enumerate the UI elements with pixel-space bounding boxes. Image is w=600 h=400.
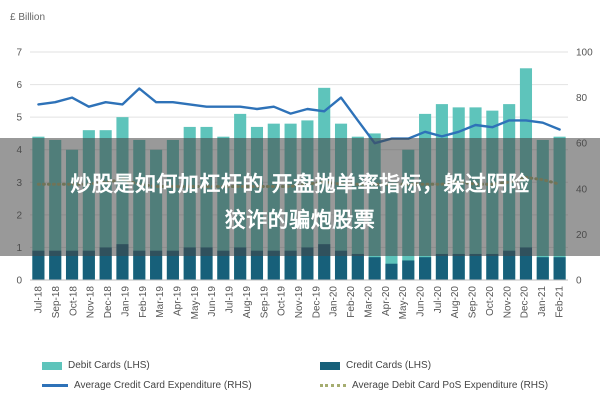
left-tick-label-5: 5: [16, 113, 22, 124]
x-tick-label-Jul-19: Jul-19: [225, 286, 236, 314]
legend-label-credit-cards: Credit Cards (LHS): [346, 360, 432, 371]
x-tick-label-Jan-20: Jan-20: [329, 286, 340, 317]
x-tick-label-Feb-21: Feb-21: [554, 286, 565, 318]
legend-swatch-avg-credit-expenditure: [42, 384, 68, 387]
legend-label-debit-cards: Debit Cards (LHS): [68, 360, 150, 371]
x-tick-label-May-19: May-19: [190, 286, 201, 320]
credit-bar-Jul-20: [435, 253, 448, 280]
x-tick-label-Dec-18: Dec-18: [103, 286, 114, 319]
legend-item-avg-credit-expenditure: Average Credit Card Expenditure (RHS): [42, 380, 252, 391]
credit-bar-Jun-19: [217, 250, 230, 280]
credit-bar-Jun-20: [419, 257, 432, 280]
credit-bar-Feb-19: [150, 250, 163, 280]
left-tick-label-0: 0: [16, 276, 22, 287]
right-tick-label-0: 0: [576, 276, 582, 287]
credit-bar-Feb-21: [553, 257, 566, 280]
legend-item-debit-cards: Debit Cards (LHS): [42, 360, 150, 371]
x-tick-label-Feb-20: Feb-20: [346, 286, 357, 318]
right-tick-label-4: 80: [576, 93, 588, 104]
x-tick-label-Aug-19: Aug-19: [242, 286, 253, 319]
credit-bar-Sep-20: [469, 253, 482, 280]
x-tick-label-Nov-19: Nov-19: [294, 286, 305, 319]
x-tick-label-Jun-20: Jun-20: [415, 286, 426, 317]
x-tick-label-Jan-19: Jan-19: [120, 286, 131, 317]
left-axis-unit-label: £ Billion: [10, 12, 45, 23]
right-tick-label-5: 100: [576, 48, 593, 59]
x-tick-label-Mar-19: Mar-19: [155, 286, 166, 318]
x-tick-label-Oct-19: Oct-19: [277, 286, 288, 316]
credit-bar-Jan-19: [133, 250, 146, 280]
x-tick-label-Oct-18: Oct-18: [68, 286, 79, 316]
ad-overlay-banner[interactable]: 炒股是如何加杠杆的 开盘抛单率指标，躲过阴险 狡诈的骗炮股票: [0, 138, 600, 256]
legend-item-avg-debit-pos-expenditure: Average Debit Card PoS Expenditure (RHS): [320, 380, 548, 391]
legend-label-avg-debit-pos-expenditure: Average Debit Card PoS Expenditure (RHS): [352, 380, 549, 391]
x-tick-label-Mar-20: Mar-20: [363, 286, 374, 318]
left-tick-label-7: 7: [16, 48, 22, 59]
credit-bar-Sep-18: [65, 250, 79, 280]
chart-legend: Debit Cards (LHS) Credit Cards (LHS) Ave…: [0, 358, 600, 400]
x-tick-label-Sep-20: Sep-20: [468, 286, 479, 319]
overlay-headline-line1: 炒股是如何加杠杆的 开盘抛单率指标，躲过阴险: [70, 172, 530, 196]
overlay-headline-line2: 狡诈的骗炮股票: [224, 208, 376, 232]
x-tick-label-Apr-19: Apr-19: [173, 286, 184, 316]
credit-bar-Jul-18: [32, 250, 45, 280]
x-tick-label-Aug-20: Aug-20: [450, 286, 461, 319]
legend-swatch-debit-cards: [42, 361, 62, 370]
x-tick-label-Sep-19: Sep-19: [259, 286, 270, 319]
legend-swatch-avg-debit-pos-expenditure: [320, 384, 346, 387]
x-tick-label-Dec-19: Dec-19: [311, 286, 322, 319]
x-tick-label-May-20: May-20: [398, 286, 409, 320]
credit-bar-Aug-18: [49, 250, 62, 280]
credit-bar-Oct-19: [284, 250, 297, 280]
x-tick-label-Jan-21: Jan-21: [537, 286, 548, 317]
credit-bar-Jan-20: [334, 250, 348, 280]
credit-bar-Sep-19: [267, 250, 280, 280]
credit-bar-Oct-20: [486, 253, 499, 280]
credit-bar-Aug-19: [250, 250, 264, 280]
legend-swatch-credit-cards: [320, 361, 340, 370]
credit-bar-May-20: [402, 260, 415, 280]
credit-bar-Nov-20: [503, 250, 516, 280]
credit-bar-Feb-20: [351, 253, 364, 280]
x-tick-label-Nov-20: Nov-20: [502, 286, 513, 319]
legend-item-credit-cards: Credit Cards (LHS): [320, 360, 431, 371]
x-tick-label-Jul-18: Jul-18: [34, 286, 45, 314]
x-tick-label-Jul-20: Jul-20: [433, 286, 444, 314]
avg-credit-expenditure-line: [37, 87, 561, 145]
x-tick-label-Nov-18: Nov-18: [86, 286, 97, 319]
x-tick-label-Sep-18: Sep-18: [51, 286, 62, 319]
credit-bar-Jan-21: [536, 257, 549, 280]
x-tick-label-Jun-19: Jun-19: [207, 286, 218, 317]
x-tick-label-Apr-20: Apr-20: [381, 286, 392, 316]
x-tick-label-Oct-20: Oct-20: [485, 286, 496, 316]
credit-bar-Aug-20: [452, 253, 465, 280]
credit-bar-Mar-19: [166, 250, 179, 280]
legend-label-avg-credit-expenditure: Average Credit Card Expenditure (RHS): [74, 380, 252, 391]
left-tick-label-6: 6: [16, 80, 22, 91]
x-tick-label-Dec-20: Dec-20: [520, 286, 531, 319]
credit-bar-Oct-18: [82, 250, 95, 280]
x-axis: Jul-18 Sep-18 Oct-18 Nov-18 Dec-18 Jan-19 Feb-…: [30, 279, 568, 320]
credit-bar-Mar-20: [368, 257, 381, 280]
credit-bar-Apr-20: [385, 263, 398, 280]
x-tick-label-Feb-19: Feb-19: [138, 286, 149, 318]
